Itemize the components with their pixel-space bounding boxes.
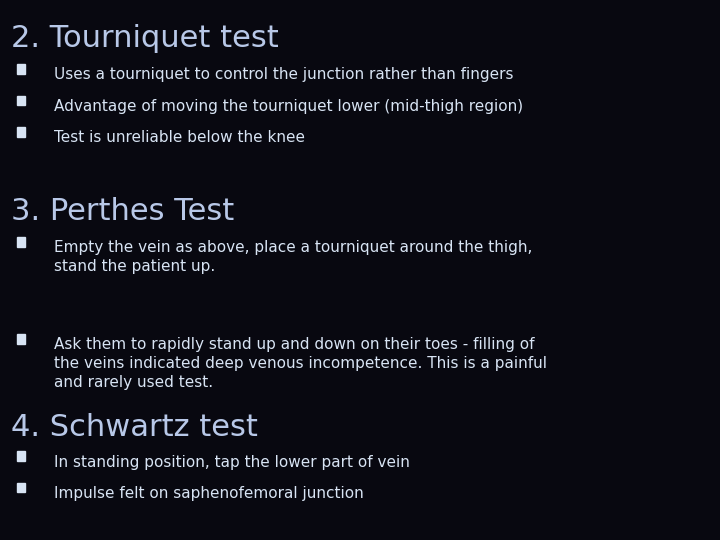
- FancyBboxPatch shape: [17, 451, 25, 461]
- Text: 2. Tourniquet test: 2. Tourniquet test: [11, 24, 279, 53]
- FancyBboxPatch shape: [17, 237, 25, 247]
- Text: In standing position, tap the lower part of vein: In standing position, tap the lower part…: [54, 455, 410, 470]
- Text: Empty the vein as above, place a tourniquet around the thigh,
stand the patient : Empty the vein as above, place a tourniq…: [54, 240, 532, 274]
- Text: Ask them to rapidly stand up and down on their toes - filling of
the veins indic: Ask them to rapidly stand up and down on…: [54, 338, 547, 390]
- Text: 3. Perthes Test: 3. Perthes Test: [11, 197, 234, 226]
- FancyBboxPatch shape: [17, 96, 25, 105]
- Text: Advantage of moving the tourniquet lower (mid-thigh region): Advantage of moving the tourniquet lower…: [54, 99, 523, 114]
- Text: Uses a tourniquet to control the junction rather than fingers: Uses a tourniquet to control the junctio…: [54, 68, 513, 83]
- FancyBboxPatch shape: [17, 334, 25, 344]
- Text: Impulse felt on saphenofemoral junction: Impulse felt on saphenofemoral junction: [54, 486, 364, 501]
- Text: Test is unreliable below the knee: Test is unreliable below the knee: [54, 130, 305, 145]
- FancyBboxPatch shape: [17, 483, 25, 492]
- FancyBboxPatch shape: [17, 127, 25, 137]
- FancyBboxPatch shape: [17, 64, 25, 74]
- Text: 4. Schwartz test: 4. Schwartz test: [11, 413, 258, 442]
